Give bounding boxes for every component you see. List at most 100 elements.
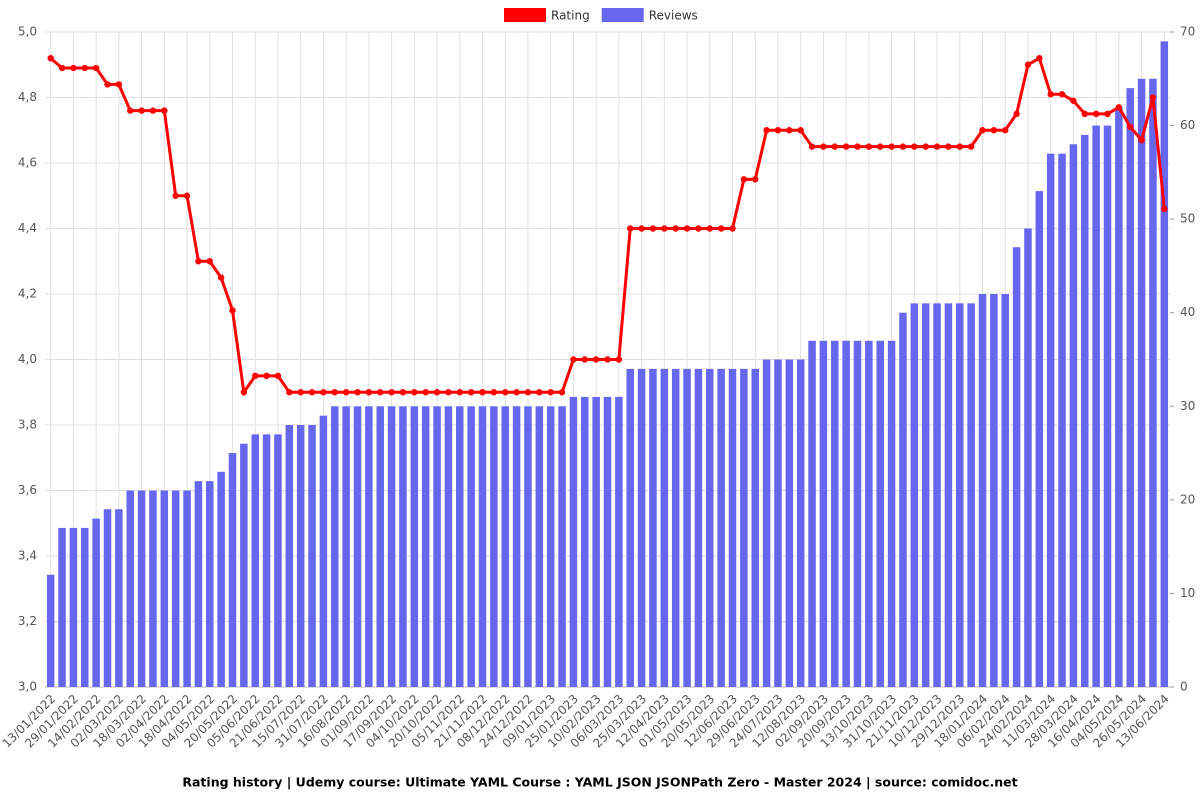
rating-point bbox=[70, 64, 77, 72]
bar bbox=[183, 490, 191, 687]
rating-point bbox=[536, 389, 543, 396]
rating-point bbox=[445, 389, 452, 396]
rating-point bbox=[979, 127, 986, 134]
rating-point bbox=[1115, 104, 1123, 111]
legend-swatch bbox=[504, 8, 546, 22]
rating-point bbox=[1138, 136, 1145, 144]
bar bbox=[944, 303, 953, 687]
bar bbox=[1103, 125, 1112, 688]
rating-point bbox=[354, 389, 361, 396]
rating-point bbox=[558, 389, 566, 396]
rating-point bbox=[149, 107, 157, 114]
bar bbox=[467, 406, 475, 687]
y2-tick-label: 0 bbox=[1180, 680, 1188, 694]
y-tick-label: 3,8 bbox=[18, 418, 37, 432]
rating-point bbox=[717, 225, 725, 232]
rating-point bbox=[217, 274, 225, 281]
bar bbox=[581, 396, 589, 687]
rating-point bbox=[1161, 205, 1168, 213]
bar bbox=[376, 406, 384, 687]
bar bbox=[490, 406, 498, 687]
rating-point bbox=[58, 64, 66, 72]
rating-point bbox=[933, 143, 941, 150]
rating-point bbox=[1013, 110, 1020, 118]
rating-point bbox=[490, 389, 498, 396]
rating-point bbox=[127, 107, 134, 114]
bar bbox=[683, 368, 691, 687]
y-tick-label: 3,6 bbox=[18, 483, 37, 497]
bar bbox=[671, 368, 680, 687]
rating-point bbox=[854, 143, 861, 150]
rating-point bbox=[183, 192, 191, 199]
rating-point bbox=[138, 107, 145, 114]
rating-point bbox=[672, 225, 679, 232]
rating-point bbox=[865, 143, 873, 150]
bar bbox=[706, 368, 714, 687]
bar bbox=[217, 471, 225, 687]
rating-point bbox=[683, 225, 691, 232]
bar bbox=[149, 490, 157, 687]
bar bbox=[603, 396, 612, 687]
bar bbox=[615, 396, 623, 687]
bar bbox=[637, 368, 646, 687]
rating-point bbox=[297, 389, 304, 396]
y-tick-label: 4,6 bbox=[18, 156, 37, 170]
bar bbox=[387, 406, 396, 687]
bar bbox=[206, 481, 214, 687]
rating-point bbox=[479, 389, 486, 396]
rating-point bbox=[286, 389, 293, 396]
bar bbox=[456, 406, 464, 687]
rating-point bbox=[1036, 55, 1043, 62]
rating-point bbox=[990, 127, 998, 134]
bar bbox=[228, 453, 237, 687]
bar bbox=[558, 406, 566, 687]
rating-point bbox=[1092, 110, 1100, 118]
rating-point bbox=[1104, 110, 1111, 118]
rating-point bbox=[342, 389, 350, 396]
bar bbox=[740, 368, 748, 687]
bar bbox=[1012, 247, 1021, 687]
rating-point bbox=[763, 127, 770, 134]
bar bbox=[762, 359, 771, 687]
rating-point bbox=[831, 143, 838, 150]
bar bbox=[251, 434, 259, 687]
bar bbox=[785, 359, 794, 687]
rating-point bbox=[808, 143, 816, 150]
bar bbox=[1092, 125, 1100, 688]
bar bbox=[296, 425, 305, 687]
bar bbox=[126, 490, 134, 687]
bar bbox=[660, 368, 669, 687]
bar bbox=[92, 518, 100, 687]
bar bbox=[410, 406, 419, 687]
rating-point bbox=[911, 143, 918, 150]
rating-point bbox=[161, 107, 168, 114]
bar bbox=[956, 303, 964, 687]
y-tick-label: 3,2 bbox=[18, 614, 37, 628]
bar bbox=[160, 490, 169, 687]
rating-point bbox=[263, 372, 270, 380]
rating-point bbox=[388, 389, 395, 396]
rating-point bbox=[627, 225, 634, 232]
bar bbox=[194, 481, 203, 687]
bar bbox=[808, 340, 816, 687]
bar bbox=[831, 340, 839, 687]
y-tick-label: 4,0 bbox=[18, 352, 37, 366]
bar bbox=[115, 509, 123, 687]
bar bbox=[1137, 78, 1146, 688]
bar bbox=[240, 443, 248, 687]
bar bbox=[751, 368, 759, 687]
bar bbox=[865, 340, 873, 687]
rating-point bbox=[922, 143, 929, 150]
legend-label: Reviews bbox=[649, 9, 698, 23]
bar bbox=[524, 406, 532, 687]
bar bbox=[171, 490, 180, 687]
bar bbox=[512, 406, 521, 687]
rating-point bbox=[547, 389, 554, 396]
rating-point bbox=[752, 176, 759, 183]
y-tick-label: 3,4 bbox=[18, 549, 37, 563]
chart-title: Rating history | Udemy course: Ultimate … bbox=[182, 775, 1017, 790]
rating-point bbox=[92, 64, 100, 72]
bar bbox=[331, 406, 339, 687]
bar bbox=[649, 368, 657, 687]
bar bbox=[1160, 41, 1169, 688]
